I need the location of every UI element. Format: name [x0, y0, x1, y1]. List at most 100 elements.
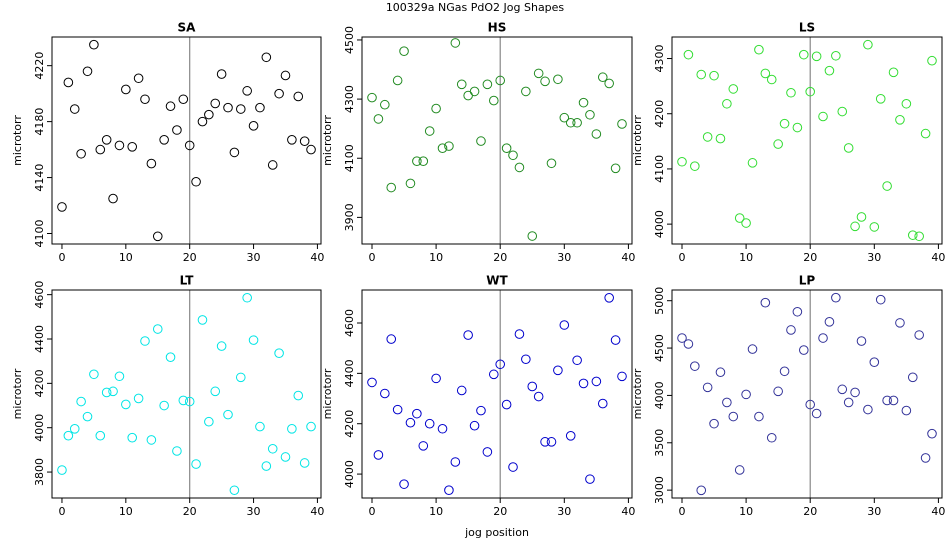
point — [488, 369, 499, 380]
point — [140, 336, 150, 346]
y-tick-label: 4140 — [33, 164, 46, 192]
panel-title: LT — [180, 274, 195, 288]
point — [553, 365, 563, 376]
point — [722, 98, 732, 109]
point — [850, 387, 860, 398]
point — [696, 69, 707, 80]
point — [610, 335, 621, 345]
point — [591, 376, 602, 387]
point — [386, 182, 397, 193]
panel: WT microtorr 0 10 20 30 40 4000 4200 4400 4600 — [321, 274, 635, 519]
point — [306, 144, 316, 155]
point — [869, 222, 880, 232]
plot-frame — [671, 289, 943, 499]
point — [463, 90, 473, 101]
y-tick-label: 4200 — [33, 369, 46, 397]
point — [367, 377, 377, 388]
point — [469, 86, 480, 97]
y-tick-label: 4180 — [33, 108, 46, 136]
point — [495, 359, 506, 370]
y-tick-label: 4500 — [653, 334, 666, 362]
point — [495, 75, 506, 86]
x-tick-label: 30 — [557, 505, 571, 518]
point — [741, 389, 751, 400]
point — [380, 99, 390, 110]
point — [546, 437, 557, 447]
point — [786, 87, 796, 98]
point — [204, 416, 214, 427]
point — [792, 306, 803, 317]
point — [798, 49, 809, 60]
point — [501, 399, 512, 410]
point — [766, 432, 777, 443]
point — [677, 333, 687, 343]
point — [172, 125, 182, 135]
point — [565, 117, 576, 128]
point — [585, 109, 595, 120]
point — [591, 129, 602, 139]
point — [121, 84, 131, 95]
point — [824, 65, 835, 76]
point — [901, 405, 912, 416]
point — [572, 117, 582, 128]
point — [869, 357, 880, 367]
point — [101, 135, 112, 145]
point — [559, 112, 570, 123]
point — [617, 119, 627, 129]
point — [482, 447, 493, 457]
point — [223, 102, 233, 113]
point — [540, 437, 550, 447]
point — [920, 453, 931, 463]
point — [476, 405, 486, 416]
plot-frame — [671, 36, 943, 245]
point — [792, 122, 803, 133]
point — [133, 393, 144, 404]
point — [108, 193, 118, 204]
panel-title: LS — [799, 21, 815, 35]
point — [121, 399, 131, 410]
x-tick-label: 0 — [58, 251, 65, 264]
x-tick-label: 20 — [493, 251, 507, 264]
point — [747, 158, 758, 168]
point — [431, 373, 441, 384]
point — [805, 399, 816, 410]
y-axis-label: microtorr — [11, 115, 24, 166]
point — [882, 181, 892, 191]
point — [210, 386, 221, 397]
y-tick-label: 4300 — [343, 85, 356, 113]
y-tick-label: 4200 — [343, 410, 356, 438]
panel: LS microtorr 0 10 20 30 40 4000 4100 4200 4300 — [631, 21, 945, 265]
figure-title: 100329a NGas PdO2 Jog Shapes — [386, 1, 565, 14]
point — [63, 77, 74, 88]
point — [57, 202, 67, 212]
point — [463, 330, 473, 340]
y-tick-label: 3800 — [33, 458, 46, 486]
point — [210, 98, 221, 109]
x-tick-label: 30 — [247, 251, 261, 264]
y-tick-label: 4000 — [343, 460, 356, 488]
point — [412, 408, 422, 419]
point — [572, 355, 582, 366]
panel-title: SA — [178, 21, 197, 35]
point — [901, 98, 912, 109]
point — [412, 156, 422, 166]
point — [95, 430, 106, 441]
plot-frame — [361, 36, 633, 245]
point — [875, 94, 886, 104]
point — [766, 74, 777, 85]
point — [715, 367, 726, 378]
x-tick-label: 30 — [867, 251, 881, 264]
point — [882, 395, 892, 406]
point — [299, 458, 310, 468]
point — [216, 341, 227, 351]
point — [399, 46, 409, 56]
point — [920, 128, 931, 139]
x-tick-label: 40 — [621, 505, 635, 518]
plot-frame — [51, 289, 322, 499]
point — [696, 485, 707, 496]
point — [242, 86, 252, 96]
x-tick-label: 10 — [429, 505, 443, 518]
x-tick-label: 20 — [803, 505, 817, 518]
point — [690, 161, 700, 171]
